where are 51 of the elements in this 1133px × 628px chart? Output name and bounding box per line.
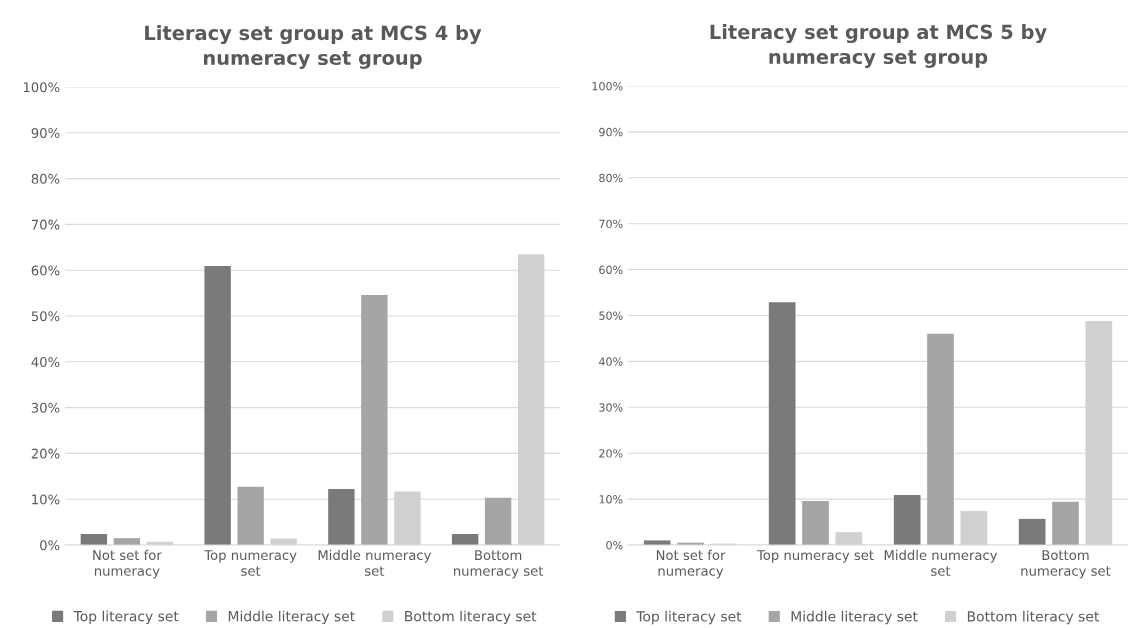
y-tick-label: 0% xyxy=(40,540,60,551)
y-tick-label: 60% xyxy=(31,265,60,276)
legend-label: Top literacy set xyxy=(636,610,742,625)
bar xyxy=(451,534,479,545)
bar xyxy=(80,534,108,545)
y-tick-label: 50% xyxy=(31,311,60,322)
x-tick-label: Not set for numeracy xyxy=(656,549,726,579)
y-tick-label: 40% xyxy=(598,357,623,366)
bar xyxy=(361,294,388,545)
bar xyxy=(204,266,231,545)
legend-label: Bottom literacy set xyxy=(405,610,537,625)
bar xyxy=(484,497,512,545)
x-tick-label: Middle numeracy set xyxy=(884,549,998,576)
y-tick-label: 100% xyxy=(592,81,623,91)
bar xyxy=(802,500,829,545)
bar xyxy=(1052,501,1079,545)
y-tick-label: 0% xyxy=(606,540,623,550)
y-tick-label: 10% xyxy=(599,495,623,504)
y-tick-label: 70% xyxy=(599,219,623,229)
chart-title: Literacy set group at MCS 5 by numeracy set group xyxy=(710,24,1047,68)
legend-label: Middle literacy set xyxy=(228,610,355,625)
bar xyxy=(237,486,264,545)
x-tick-label: Top numeracy set xyxy=(204,550,297,576)
y-tick-label: 90% xyxy=(31,128,60,138)
y-tick-label: 30% xyxy=(31,402,60,413)
y-tick-label: 60% xyxy=(599,265,623,274)
legend-label: Top literacy set xyxy=(73,610,179,625)
chart-title: Literacy set group at MCS 4 by numeracy set group xyxy=(145,25,482,69)
bar xyxy=(927,333,954,545)
bar xyxy=(1018,518,1046,545)
x-tick-label: Not set for numeracy xyxy=(93,549,162,579)
legend-label: Middle literacy set xyxy=(791,610,918,625)
legend-label: Bottom literacy set xyxy=(967,610,1100,625)
y-tick-label: 100% xyxy=(23,82,60,93)
y-tick-label: 80% xyxy=(599,173,623,183)
y-tick-label: 50% xyxy=(599,311,623,320)
bar xyxy=(328,489,355,545)
x-tick-label: Top numeracy set xyxy=(756,550,874,563)
y-tick-label: 30% xyxy=(599,403,623,412)
x-tick-label: Bottom numeracy set xyxy=(454,550,544,579)
x-tick-label: Bottom numeracy set xyxy=(1021,550,1111,579)
x-tick-label: Middle numeracy set xyxy=(318,549,431,576)
y-tick-label: 20% xyxy=(599,449,623,458)
y-tick-label: 90% xyxy=(599,127,623,137)
y-tick-label: 80% xyxy=(31,173,60,184)
y-tick-label: 10% xyxy=(32,494,60,505)
y-tick-label: 70% xyxy=(31,219,60,230)
bar xyxy=(768,302,796,545)
y-tick-label: 40% xyxy=(31,357,60,367)
y-tick-label: 20% xyxy=(31,448,60,459)
bar xyxy=(893,494,921,545)
